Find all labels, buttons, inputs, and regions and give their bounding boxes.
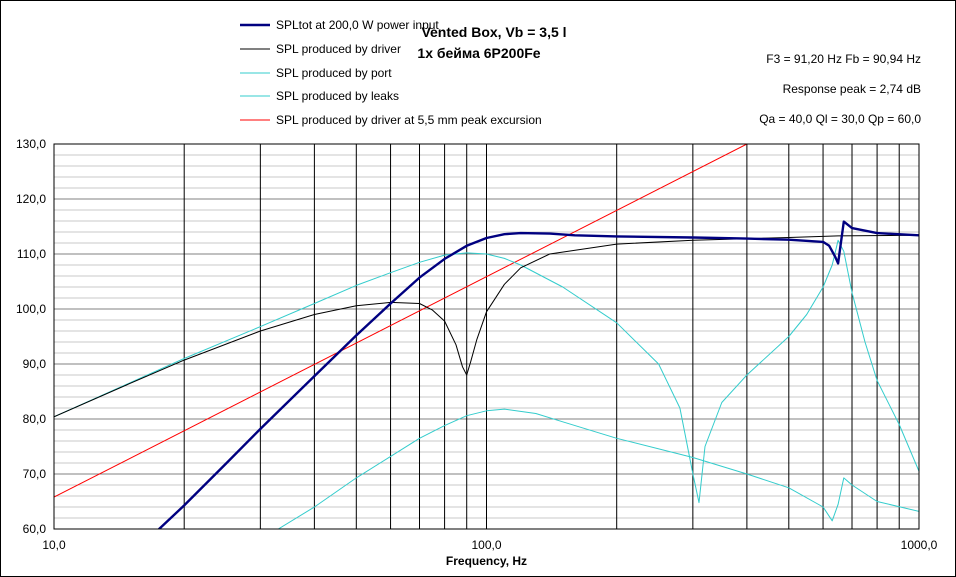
info-text: Qa = 40,0 Ql = 30,0 Qp = 60,0 — [759, 112, 921, 126]
legend-label: SPL produced by port — [276, 66, 392, 80]
series-lines — [54, 144, 919, 529]
y-tick-label: 60,0 — [23, 522, 47, 536]
x-axis-title: Frequency, Hz — [446, 554, 527, 568]
y-tick-label: 100,0 — [16, 302, 46, 316]
legend-label: SPLtot at 200,0 W power input — [276, 18, 439, 32]
legend-label: SPL produced by driver at 5,5 mm peak ex… — [276, 113, 542, 127]
info-text: F3 = 91,20 Hz Fb = 90,94 Hz — [766, 52, 921, 66]
y-tick-label: 130,0 — [16, 137, 46, 151]
x-tick-label: 10,0 — [42, 538, 66, 552]
y-tick-label: 90,0 — [23, 357, 47, 371]
y-tick-label: 110,0 — [17, 247, 46, 261]
series-line-3 — [277, 408, 919, 529]
y-tick-label: 70,0 — [23, 467, 47, 481]
x-tick-label: 100,0 — [471, 538, 501, 552]
info-text: Response peak = 2,74 dB — [783, 82, 921, 96]
y-tick-label: 80,0 — [23, 412, 47, 426]
chart-subtitle: 1x бейма 6P200Fe — [417, 45, 540, 61]
plot-border — [53, 143, 920, 530]
legend-label: SPL produced by leaks — [276, 89, 399, 103]
grid-lines — [54, 144, 919, 529]
chart-title: Vented Box, Vb = 3,5 l — [421, 24, 566, 40]
x-tick-label: 1000,0 — [901, 538, 938, 552]
series-line-0 — [157, 220, 919, 529]
legend-label: SPL produced by driver — [276, 42, 401, 56]
y-tick-label: 120,0 — [16, 192, 46, 206]
series-line-1 — [54, 234, 919, 418]
series-line-4 — [54, 144, 748, 498]
series-line-2 — [54, 239, 919, 504]
